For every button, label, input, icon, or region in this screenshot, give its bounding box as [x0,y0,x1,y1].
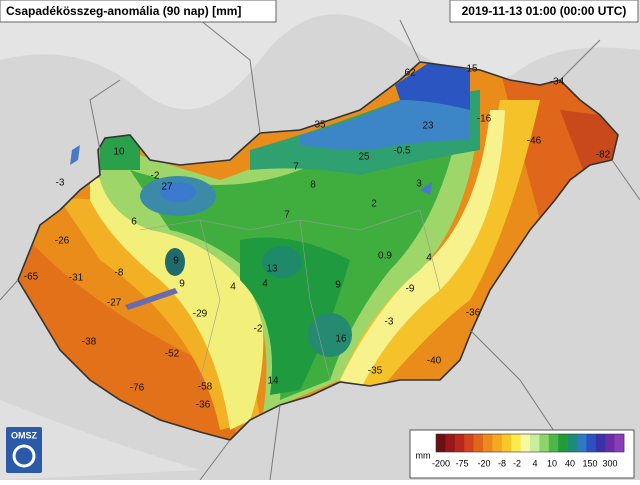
legend-swatch [454,434,465,452]
station-value: -40 [427,356,442,367]
legend-label: -75 [455,458,468,468]
legend-swatch [530,434,540,452]
legend-label: -200 [432,458,450,468]
station-value: -31 [69,273,84,284]
station-value: -2 [254,324,263,335]
legend-swatch [511,434,521,452]
station-value: 23 [422,121,434,132]
legend-swatch [492,434,503,452]
station-value: 9 [335,280,341,291]
legend-label: -8 [498,458,506,468]
station-value: -0.5 [393,146,411,157]
station-value: 13 [266,264,278,275]
station-value: -58 [198,382,213,393]
station-value: 14 [267,376,279,387]
station-value: 35 [314,120,326,131]
station-value: 62 [404,68,416,79]
legend-label: -20 [477,458,490,468]
station-value: -35 [368,366,383,377]
station-value: -27 [107,298,122,309]
logo-text: OMSZ [11,430,38,440]
station-value: 27 [161,182,173,193]
station-value: -46 [527,136,542,147]
legend-unit: mm [416,450,431,460]
legend-swatch [595,434,606,452]
legend-label: 300 [602,458,617,468]
legend-label: -2 [513,458,521,468]
legend-swatch [586,434,597,452]
legend-label: 40 [565,458,575,468]
station-value: 3 [416,179,422,190]
station-value: 9 [173,256,179,267]
legend-swatch [501,434,512,452]
station-value: 15 [466,64,478,75]
station-value: -52 [165,349,180,360]
station-value: -65 [24,272,39,283]
station-value: 0.9 [378,251,392,262]
station-value: -8 [115,268,124,279]
lakes [70,145,432,310]
legend-swatch [473,434,484,452]
terrain-relief [0,0,640,110]
station-value: 16 [335,334,347,345]
timestamp: 2019-11-13 01:00 (00:00 UTC) [462,4,627,18]
station-value: 4 [262,279,268,290]
legend-swatch [483,434,493,452]
station-value: -9 [406,284,415,295]
station-value: 6 [131,217,137,228]
station-value: -16 [477,114,492,125]
legend-bar-frame [435,433,625,453]
station-value: 9 [179,279,185,290]
station-value: -2 [151,171,160,182]
logo-mark [12,444,36,468]
station-value: -3 [385,317,394,328]
station-value: -82 [596,150,611,161]
station-value: 10 [113,147,125,158]
legend-label: 150 [582,458,597,468]
legend-swatch [614,434,625,452]
legend-label: 4 [532,458,537,468]
station-value: 7 [284,210,290,221]
legend-swatch [577,434,587,452]
legend-swatch [548,434,559,452]
region-borders [0,19,640,481]
station-value: -36 [196,400,211,411]
station-value: -76 [130,383,145,394]
legend-swatch [605,434,615,452]
terrain-relief [0,400,200,480]
legend-label: 10 [547,458,557,468]
legend-swatch [520,434,531,452]
station-value: 25 [358,152,370,163]
station-value: -3 [56,178,65,189]
legend: -200 -75 -20 -8 -2 4 10 40 150 300 [432,433,625,468]
legend-swatch [539,434,550,452]
title-box [0,0,277,23]
legend-swatch [445,434,456,452]
timestamp-box [449,0,639,23]
title: Csapadékösszeg-anomália (90 nap) [mm] [6,4,241,18]
station-value: 7 [293,162,299,173]
station-value: -36 [466,308,481,319]
legend-swatch [464,434,474,452]
station-value: 4 [230,282,236,293]
station-value: 4 [426,253,432,264]
station-value: 2 [371,199,377,210]
station-value: -34 [550,77,565,88]
station-value: -38 [82,337,97,348]
legend-swatch [558,434,568,452]
station-value: -26 [55,236,70,247]
legend-swatch [567,434,578,452]
station-value: 8 [310,180,316,191]
station-value: -29 [193,309,208,320]
legend-swatch [436,434,446,452]
